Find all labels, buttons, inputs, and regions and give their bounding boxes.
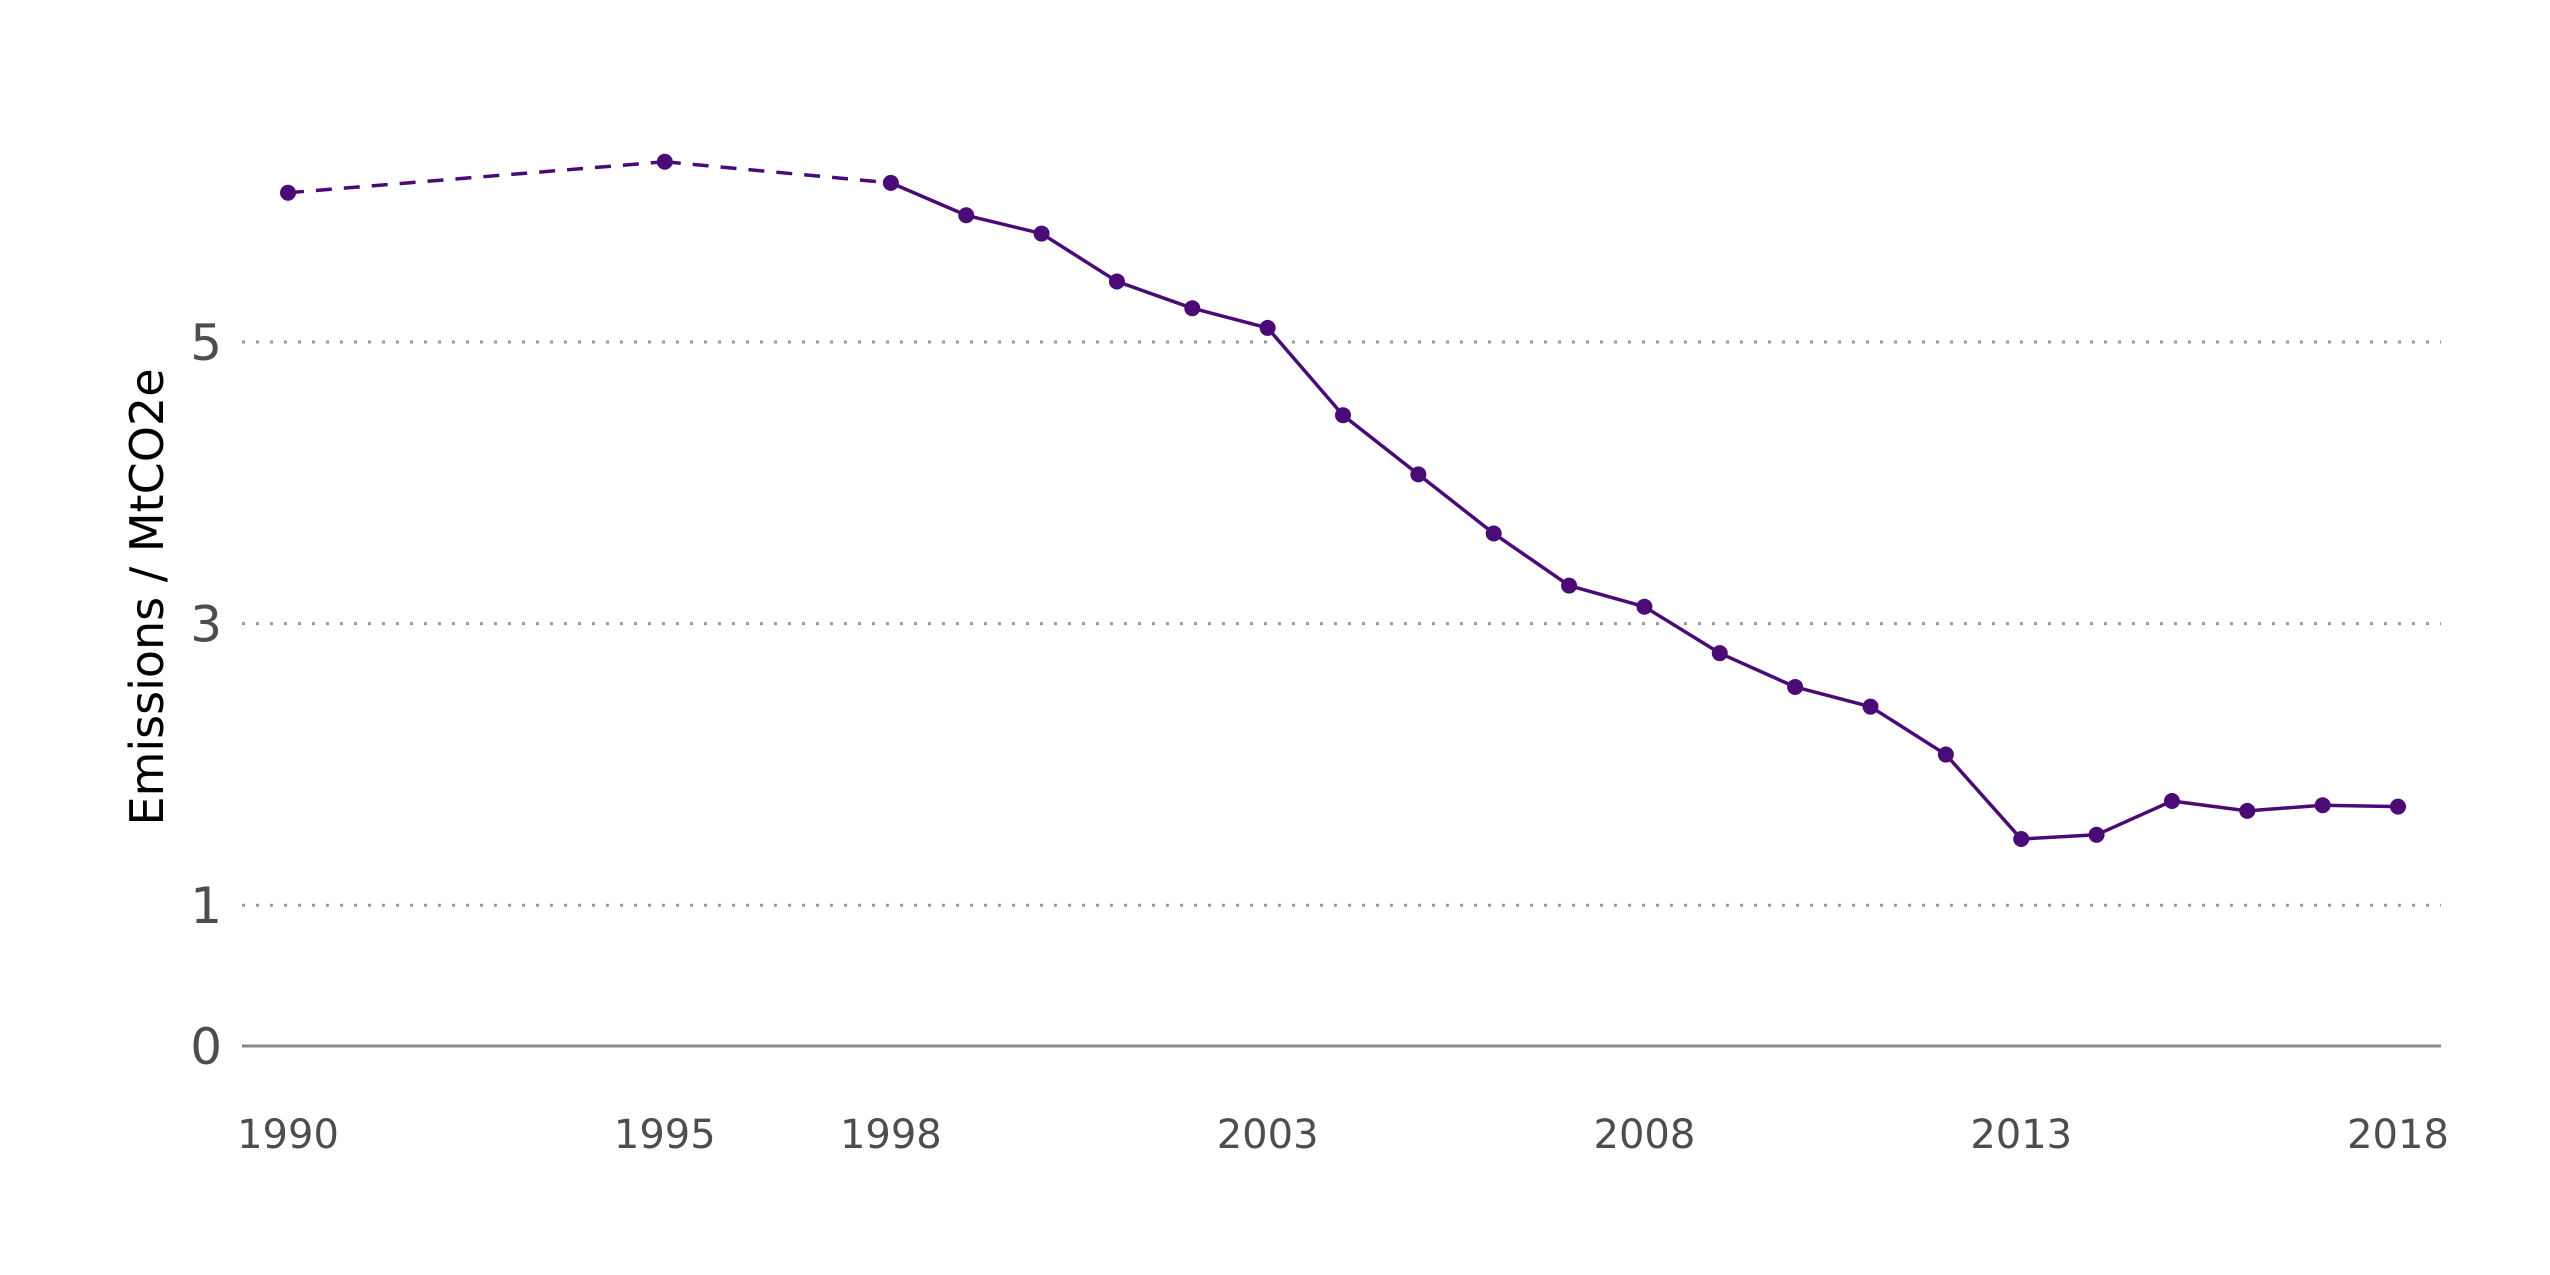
line-segment xyxy=(2247,803,2323,813)
line-segment xyxy=(1417,472,1495,535)
data-point-2018 xyxy=(2390,798,2406,815)
data-point-2001 xyxy=(1108,273,1125,290)
data-point-2011 xyxy=(1862,698,1879,715)
data-point-2004 xyxy=(1335,407,1351,424)
line-segment xyxy=(1191,306,1269,330)
line-segment xyxy=(965,213,1042,236)
data-point-2014 xyxy=(2088,826,2105,843)
data-point-1995 xyxy=(656,153,673,170)
data-point-2012 xyxy=(1937,746,1954,763)
data-point-2017 xyxy=(2314,797,2331,814)
data-point-1999 xyxy=(958,207,975,224)
line-segment xyxy=(1040,232,1118,283)
line-segment xyxy=(1492,532,1571,588)
line-segment xyxy=(1643,605,1721,655)
y-tick-label: 1 xyxy=(190,877,222,935)
data-point-2006 xyxy=(1485,525,1502,542)
line-segment xyxy=(1116,279,1193,310)
line-segment xyxy=(664,160,892,185)
data-point-2005 xyxy=(1410,466,1427,483)
data-point-2003 xyxy=(1259,319,1276,336)
gridlines xyxy=(242,340,2441,907)
line-segment xyxy=(1266,326,1345,417)
x-tick-label: 1990 xyxy=(237,1112,339,1158)
line-segment xyxy=(1944,753,2023,841)
x-tick-label: 2003 xyxy=(1217,1112,1319,1158)
y-tick-label: 3 xyxy=(190,596,222,654)
line-segment xyxy=(1341,413,1420,476)
data-point-2010 xyxy=(1787,678,1804,695)
y-tick-labels: 0 1 3 5 xyxy=(190,314,222,1076)
y-axis-title: Emissions / MtCO2e xyxy=(120,369,174,826)
x-tick-label: 2018 xyxy=(2347,1112,2449,1158)
data-point-2016 xyxy=(2239,802,2256,819)
data-point-2002 xyxy=(1184,300,1201,317)
line-segment xyxy=(1794,685,1871,709)
x-tick-label: 1998 xyxy=(840,1112,942,1158)
series-emissions xyxy=(280,153,2406,848)
data-point-1998 xyxy=(882,174,899,191)
y-tick-label: 5 xyxy=(190,314,222,372)
x-tick-labels: 1990 1995 1998 2003 2008 2013 2018 xyxy=(237,1112,2449,1158)
line-segment xyxy=(287,160,665,195)
line-segment xyxy=(1869,705,1947,757)
x-tick-label: 1995 xyxy=(614,1112,716,1158)
line-segment xyxy=(1719,651,1796,689)
line-segment xyxy=(890,181,967,217)
line-segment xyxy=(2021,833,2097,841)
line-segment xyxy=(2095,799,2173,837)
data-point-1990 xyxy=(280,184,296,201)
line-segment xyxy=(1568,583,1645,609)
data-point-2000 xyxy=(1033,225,1050,242)
y-tick-label: 0 xyxy=(190,1018,222,1076)
data-point-2007 xyxy=(1561,577,1578,594)
line-segment xyxy=(2322,803,2399,809)
data-point-2009 xyxy=(1711,645,1728,662)
data-point-2013 xyxy=(2013,831,2030,848)
x-tick-label: 2008 xyxy=(1594,1112,1696,1158)
data-point-2015 xyxy=(2163,793,2180,810)
data-point-2008 xyxy=(1636,598,1653,615)
line-segment xyxy=(2171,799,2248,813)
x-tick-label: 2013 xyxy=(1970,1112,2072,1158)
